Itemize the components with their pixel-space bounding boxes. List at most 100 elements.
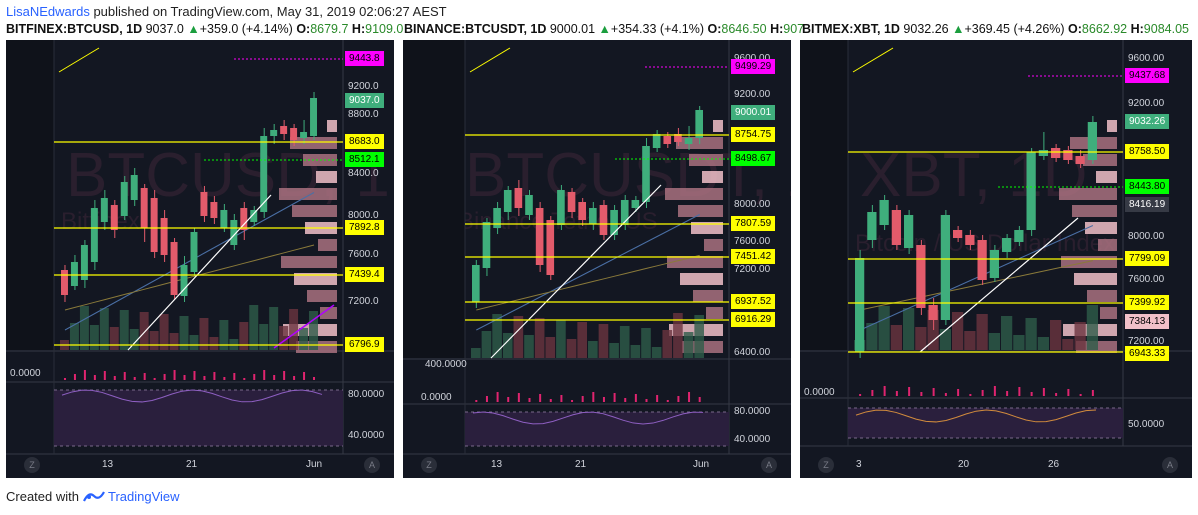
volume-bar xyxy=(915,327,927,350)
price-label-yellow: 7892.8 xyxy=(345,220,384,235)
candle-body xyxy=(120,182,128,216)
candle-body xyxy=(110,205,118,230)
zoom-button[interactable]: Z xyxy=(24,457,40,473)
volume-histogram-bar xyxy=(645,399,648,402)
volume-bar xyxy=(1062,339,1074,350)
price-label-magenta: 9499.29 xyxy=(731,59,776,74)
volume-profile-bar xyxy=(665,188,723,200)
volume-histogram-bar xyxy=(666,400,669,402)
volume-histogram-bar xyxy=(233,373,236,380)
moving-average-line xyxy=(64,192,315,331)
volume-profile-bar xyxy=(307,290,337,302)
volume-bar xyxy=(694,315,704,358)
chart-canvas xyxy=(6,40,394,455)
auto-scale-button[interactable]: A xyxy=(364,457,380,473)
up-arrow-icon: ▲ xyxy=(598,22,611,36)
publish-header: LisaNEdwards published on TradingView.co… xyxy=(6,4,447,20)
volume-histogram-bar xyxy=(957,389,960,396)
left-margin-area xyxy=(6,40,54,350)
candle-body xyxy=(965,235,975,245)
ticker-bitfinex[interactable]: BITFINEX:BTCUSD, 1D 9037.0 ▲+359.0 (+4.1… xyxy=(6,22,403,36)
volume-profile-bar xyxy=(680,273,723,285)
candle-body xyxy=(953,230,963,238)
candle-body xyxy=(200,192,208,216)
price-scale-tick: 9200.00 xyxy=(734,89,771,100)
auto-scale-button[interactable]: A xyxy=(1162,457,1178,473)
ticker-change: +369.45 (+4.26%) xyxy=(964,22,1065,36)
zoom-button[interactable]: Z xyxy=(421,457,437,473)
date-axis-label: 20 xyxy=(958,459,970,470)
ticker-bitmex[interactable]: BITMEX:XBT, 1D 9032.26 ▲+369.45 (+4.26%)… xyxy=(802,22,1189,36)
candle-body xyxy=(280,126,288,134)
candle-body xyxy=(879,200,889,225)
volume-bar xyxy=(189,335,199,350)
ticker-price: 9000.01 xyxy=(549,22,596,36)
volume-bar xyxy=(598,324,609,358)
price-scale-tick: 9600.00 xyxy=(1128,53,1165,64)
fib-line xyxy=(852,47,894,73)
candle-body xyxy=(525,195,533,215)
volume-bar xyxy=(179,316,189,350)
volume-profile-bar xyxy=(689,154,723,166)
chart-panel-bitmex[interactable]: XBT, 1D Bitcoin / US Dollar Index 9600.0… xyxy=(800,40,1192,478)
ticker-change: +359.0 (+4.14%) xyxy=(199,22,293,36)
volume-histogram-bar xyxy=(133,377,136,380)
price-label-lime: 8512.1 xyxy=(345,152,384,167)
volume-profile-bar xyxy=(279,188,337,200)
candle-body xyxy=(270,130,278,136)
price-label-magenta: 9443.8 xyxy=(345,51,384,66)
candle-body xyxy=(140,188,148,228)
volume-histogram-bar xyxy=(496,392,499,402)
zoom-button[interactable]: Z xyxy=(818,457,834,473)
date-axis-label: 13 xyxy=(491,459,503,470)
chart-panel-bitfinex[interactable]: BTCUSD, 1D Bitfinex 9443.89200.09037.088… xyxy=(6,40,394,478)
candle-body xyxy=(1087,122,1097,160)
volume-bar xyxy=(279,326,289,350)
candle-body xyxy=(90,208,98,262)
volume-bar xyxy=(1037,337,1049,350)
price-label-yellow: 6796.9 xyxy=(345,337,384,352)
volume-histogram-bar xyxy=(932,388,935,396)
rsi-scale-label: 40.0000 xyxy=(734,434,771,445)
candle-body xyxy=(1075,156,1085,164)
price-label-yellow: 7439.4 xyxy=(345,267,384,282)
volume-profile-bar xyxy=(1098,239,1117,251)
volume-histogram-bar xyxy=(944,393,947,396)
price-scale-tick: 8000.00 xyxy=(1128,231,1165,242)
candle-body xyxy=(589,208,597,224)
candle-body xyxy=(493,208,501,228)
ticker-bar: BITFINEX:BTCUSD, 1D 9037.0 ▲+359.0 (+4.1… xyxy=(0,22,1198,38)
open-label: O: xyxy=(707,22,722,36)
volume-histogram-bar xyxy=(183,375,186,380)
auto-scale-button[interactable]: A xyxy=(761,457,777,473)
volume-bar xyxy=(619,326,630,358)
ticker-symbol: BITMEX:XBT, 1D xyxy=(802,22,900,36)
ticker-binance[interactable]: BINANCE:BTCUSDT, 1D 9000.01 ▲+354.33 (+4… xyxy=(404,22,804,36)
rsi-band xyxy=(465,412,729,446)
volume-histogram-bar xyxy=(1018,387,1021,396)
volume-profile-bar xyxy=(1087,290,1117,302)
price-scale-tick: 7200.00 xyxy=(1128,336,1165,347)
volume-bar xyxy=(988,333,1000,350)
moving-average-line xyxy=(476,254,700,311)
volume-bar xyxy=(249,305,259,350)
moving-average-line xyxy=(476,214,700,331)
tradingview-brand-link[interactable]: TradingView xyxy=(108,489,180,504)
volume-bar xyxy=(952,312,964,350)
price-scale-tick: 7200.0 xyxy=(348,296,379,307)
volume-scale-label: 0.0000 xyxy=(804,387,835,398)
volume-histogram-bar xyxy=(83,370,86,380)
volume-bar xyxy=(566,339,577,358)
candle-body xyxy=(61,270,68,295)
author-link[interactable]: LisaNEdwards xyxy=(6,4,90,19)
price-label-lime: 8498.67 xyxy=(731,151,776,166)
volume-histogram-bar xyxy=(571,400,574,402)
volume-bar xyxy=(129,329,139,350)
chart-panel-binance[interactable]: BTCUSDT, 1D Binance Tether US 9600.00949… xyxy=(403,40,791,478)
volume-histogram-bar xyxy=(1055,393,1058,396)
volume-bar xyxy=(139,312,149,350)
price-label-yellow: 7451.42 xyxy=(731,249,776,264)
volume-histogram-bar xyxy=(103,371,106,380)
high-label: H: xyxy=(770,22,784,36)
volume-profile-bar xyxy=(1100,307,1117,319)
